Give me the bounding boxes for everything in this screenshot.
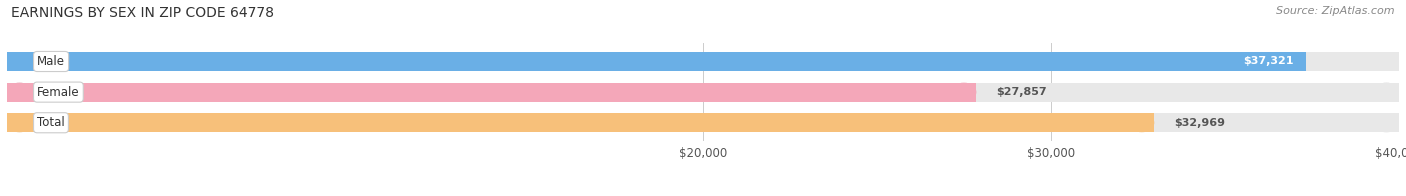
Ellipse shape	[952, 83, 976, 102]
Bar	[1154, 113, 1399, 132]
Ellipse shape	[7, 113, 32, 132]
Ellipse shape	[1374, 52, 1399, 71]
Text: Source: ZipAtlas.com: Source: ZipAtlas.com	[1277, 6, 1395, 16]
Bar	[7, 113, 1154, 132]
Text: EARNINGS BY SEX IN ZIP CODE 64778: EARNINGS BY SEX IN ZIP CODE 64778	[11, 6, 274, 20]
Ellipse shape	[7, 52, 32, 71]
Bar	[7, 83, 1399, 102]
Ellipse shape	[1374, 113, 1399, 132]
Text: Female: Female	[37, 86, 80, 99]
Bar	[7, 113, 1399, 132]
Bar	[7, 52, 1399, 71]
Text: Total: Total	[37, 116, 65, 129]
Ellipse shape	[1374, 83, 1399, 102]
Ellipse shape	[1374, 83, 1399, 102]
Bar	[7, 52, 1306, 71]
Bar	[1306, 52, 1399, 71]
Ellipse shape	[7, 113, 32, 132]
Text: $37,321: $37,321	[1243, 56, 1294, 66]
Text: $27,857: $27,857	[997, 87, 1047, 97]
Ellipse shape	[1129, 113, 1154, 132]
Ellipse shape	[1374, 113, 1399, 132]
Ellipse shape	[1281, 52, 1306, 71]
Ellipse shape	[7, 83, 32, 102]
Ellipse shape	[7, 52, 32, 71]
Text: Male: Male	[37, 55, 65, 68]
Bar	[976, 83, 1399, 102]
Ellipse shape	[7, 83, 32, 102]
Ellipse shape	[1374, 52, 1399, 71]
Text: $32,969: $32,969	[1174, 118, 1226, 128]
Bar	[7, 83, 976, 102]
